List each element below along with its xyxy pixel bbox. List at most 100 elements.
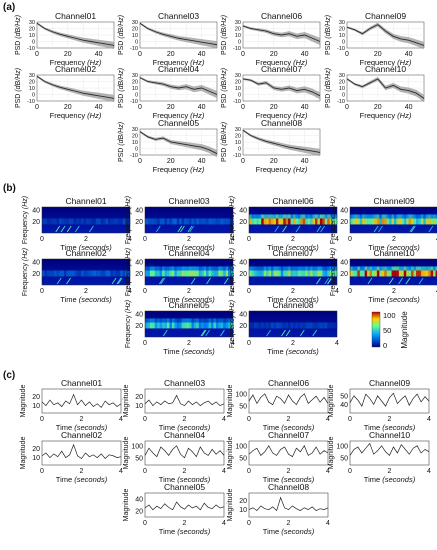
psd-ytick: 20 — [235, 134, 241, 140]
spectrogram-streak — [201, 329, 207, 337]
spectrogram-streak — [180, 225, 185, 233]
spectrogram-cell — [430, 270, 434, 277]
spectrogram-channel01: Channel01 0 2 4 40 20 Time (seconds) Frequency … — [22, 196, 132, 252]
spectrogram-cell — [428, 218, 431, 225]
psd-title: Channel06 — [261, 11, 302, 21]
psd-ytick: 30 — [29, 20, 35, 26]
magnitude-xlabel: Time (seconds) — [263, 423, 315, 432]
spectrogram-cell — [364, 218, 368, 225]
psd-ytick: 20 — [132, 134, 138, 140]
spectrogram-cell — [334, 266, 338, 271]
spectrogram-cell — [268, 322, 272, 329]
spectrogram-cell — [391, 266, 395, 271]
psd-ytick: 0 — [238, 147, 241, 153]
spectrogram-cell — [423, 218, 426, 225]
spectrogram-cell — [56, 218, 60, 225]
psd-ytick: 30 — [29, 73, 35, 79]
spectrogram-cell — [266, 218, 269, 225]
psd-xlabel-text: Frequency — [50, 58, 88, 67]
spectrogram-streak — [55, 225, 61, 233]
spectrogram-xlabel-unit: (seconds) — [182, 347, 215, 356]
spectrogram-cell — [379, 218, 382, 225]
spectrogram-cell — [51, 218, 55, 225]
spectrogram-cell — [201, 270, 204, 277]
spectrogram-cell — [266, 214, 269, 219]
psd-ytick: 10 — [29, 33, 35, 39]
magnitude-axes — [144, 440, 225, 466]
psd-xtick: 40 — [95, 104, 103, 111]
spectrogram-cell — [174, 318, 177, 323]
spectrogram-cell — [300, 266, 303, 271]
magnitude-title: Channel02 — [61, 430, 102, 440]
spectrogram-cell — [379, 214, 382, 219]
psd-ytick: 10 — [339, 33, 345, 39]
spectrogram-streak — [220, 329, 225, 337]
spectrogram-cell — [329, 270, 333, 277]
magnitude-xlabel-text: Time — [263, 527, 281, 536]
spectrogram-streak — [223, 277, 229, 285]
spectrogram-streak — [266, 329, 271, 337]
psd-ytick: 0 — [135, 40, 138, 46]
spectrogram-cell — [271, 266, 274, 271]
magnitude-xtick: 0 — [247, 416, 251, 423]
spectrogram-cell — [225, 322, 229, 329]
psd-xlabel-unit: (Hz) — [87, 58, 102, 67]
spectrogram-cell — [413, 218, 417, 225]
spectrogram-cell — [225, 266, 229, 271]
spectrogram-cell — [319, 322, 323, 329]
magnitude-plot-channel09: Channel09 50 400 2 4 Time (seconds) Magnitude — [328, 378, 431, 432]
spectrogram-cell — [305, 266, 308, 271]
spectrogram-cell — [152, 318, 155, 323]
spectrogram-cell — [184, 270, 187, 277]
spectrogram-xlabel-text: Time — [163, 295, 181, 304]
magnitude-plot-channel02: Channel02 20 100 2 4 Time (seconds) Magnitude — [20, 430, 123, 484]
psd-xlabel-unit: (Hz) — [293, 165, 308, 174]
spectrogram-ytick: 40 — [32, 207, 40, 214]
spectrogram-cell — [218, 266, 221, 271]
psd-line — [242, 78, 321, 97]
psd-ylabel-unit: (dB/Hz) — [118, 122, 125, 146]
spectrogram-cell — [307, 322, 311, 329]
magnitude-xtick: 4 — [222, 520, 226, 527]
spectrogram-cell — [186, 318, 190, 323]
spectrogram-channel05: Channel05 0 2 4 40 20 Time (seconds) Frequency … — [125, 300, 235, 356]
spectrogram-ylabel: Frequency (Hz) — [330, 248, 337, 296]
spectrogram-cell — [391, 218, 395, 225]
spectrogram-cell — [93, 218, 96, 225]
spectrogram-cell — [223, 270, 226, 277]
psd-line — [139, 22, 218, 46]
spectrogram-cell — [300, 214, 303, 219]
spectrogram-cell — [71, 218, 74, 225]
spectrogram-cell — [90, 270, 94, 277]
spectrogram-cell — [145, 318, 148, 323]
psd-title: Channel10 — [365, 64, 406, 74]
psd-ylabel: PSD (dB/Hz) — [221, 122, 228, 162]
spectrogram-title: Channel06 — [272, 196, 313, 206]
spectrogram-ylabel-text: Frequency — [125, 261, 132, 296]
psd-line — [36, 75, 115, 99]
spectrogram-xtick: 0 — [247, 340, 251, 347]
spectrogram-cell — [295, 214, 299, 219]
psd-ytick: 20 — [235, 80, 241, 86]
spectrogram-cell — [433, 218, 436, 225]
spectrogram-cell — [369, 214, 373, 219]
spectrogram-cell — [398, 218, 402, 225]
psd-xtick: 20 — [167, 51, 175, 58]
magnitude-plot-channel06: Channel06 100 500 2 4 Time (seconds) Magnitude — [227, 378, 330, 432]
magnitude-line — [248, 445, 329, 458]
spectrogram-cell — [159, 266, 163, 271]
spectrogram-streak — [327, 277, 332, 285]
spectrogram-cell — [157, 270, 160, 277]
spectrogram-cell — [413, 214, 417, 219]
spectrogram-cell — [201, 322, 204, 329]
spectrogram-xlabel: Time (seconds) — [163, 295, 215, 304]
spectrogram-cell — [293, 322, 296, 329]
spectrogram-cell — [100, 270, 104, 277]
spectrogram-streak — [410, 225, 416, 233]
spectrogram-cell — [162, 270, 165, 277]
spectrogram-ylabel-unit: (Hz) — [125, 248, 132, 261]
spectrogram-cell — [278, 218, 281, 225]
spectrogram-cell — [253, 218, 257, 225]
psd-title: Channel08 — [261, 118, 302, 128]
